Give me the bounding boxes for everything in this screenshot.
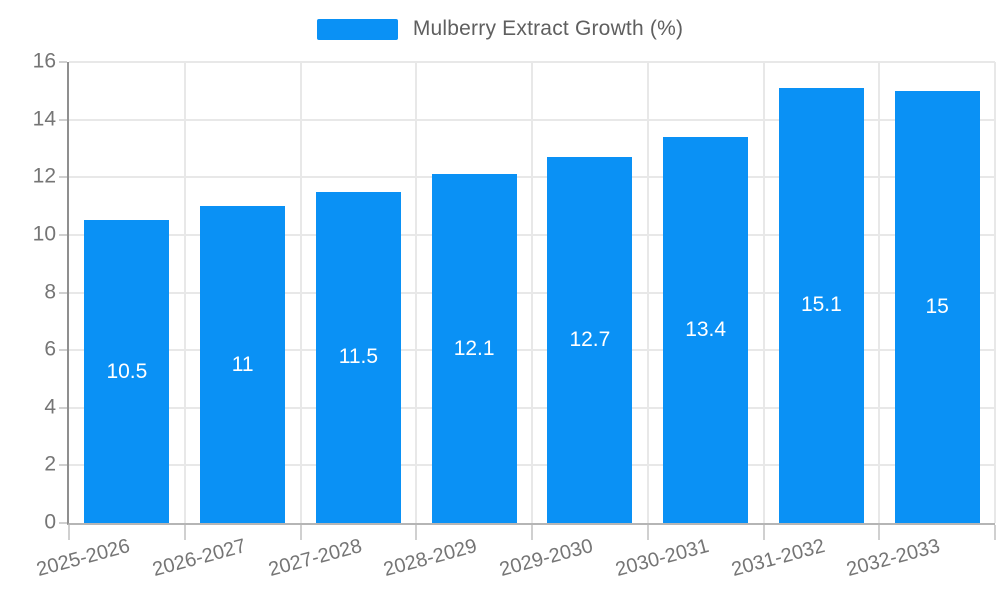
x-tick-mark — [994, 525, 996, 540]
y-axis-tick-label: 10 — [32, 222, 56, 246]
v-gridline — [531, 62, 533, 523]
x-tick-mark — [299, 525, 302, 540]
x-axis-tick-label: 2025-2026 — [34, 535, 133, 582]
bar-value-label: 15 — [925, 294, 949, 318]
bar-value-label: 11.5 — [338, 345, 379, 369]
y-axis-tick-label: 6 — [44, 337, 56, 361]
legend[interactable]: Mulberry Extract Growth (%) — [0, 17, 1000, 41]
x-tick-mark — [183, 525, 186, 540]
v-gridline — [762, 62, 765, 523]
v-gridline — [299, 62, 302, 523]
x-axis-tick-label: 2026-2027 — [150, 535, 249, 582]
bar-value-label: 12.1 — [453, 336, 495, 360]
y-tick-mark — [59, 118, 67, 121]
y-tick-mark — [59, 233, 67, 236]
bar[interactable]: 11.5 — [315, 191, 401, 523]
y-tick-mark — [59, 522, 67, 524]
v-gridline — [994, 62, 996, 523]
y-axis-tick-label: 2 — [44, 452, 56, 476]
x-axis-tick-label: 2028-2029 — [381, 535, 480, 582]
y-axis-tick-label: 12 — [32, 164, 56, 188]
bar[interactable]: 12.7 — [547, 157, 633, 523]
x-axis-tick-label: 2031-2032 — [728, 535, 828, 582]
y-axis-tick-label: 16 — [32, 49, 56, 73]
v-gridline — [183, 62, 186, 523]
bar[interactable]: 10.5 — [84, 220, 170, 523]
x-axis-tick-label: 2030-2031 — [613, 535, 712, 582]
y-axis-tick-label: 14 — [32, 107, 56, 131]
y-axis-tick-label: 0 — [44, 510, 56, 534]
bar[interactable]: 15.1 — [778, 87, 864, 523]
x-axis-tick-label: 2027-2028 — [265, 535, 365, 582]
y-axis-tick-label: 4 — [44, 395, 56, 419]
legend-swatch-icon — [316, 18, 398, 40]
plot-area: 0 2 4 6 8 10 12 14 16 10.5 2025-2026 11 2026-2027 11.… — [33, 50, 996, 581]
v-gridline — [415, 62, 418, 523]
legend-label: Mulberry Extract Growth (%) — [412, 17, 684, 40]
y-tick-mark — [59, 464, 67, 467]
y-tick-mark — [59, 406, 67, 409]
y-tick-mark — [59, 349, 67, 352]
x-tick-mark — [68, 525, 70, 540]
y-tick-mark — [59, 291, 67, 294]
bar-value-label: 12.7 — [569, 328, 611, 352]
x-tick-mark — [878, 525, 881, 540]
bar[interactable]: 12.1 — [431, 174, 517, 523]
x-tick-mark — [762, 525, 765, 540]
v-gridline — [646, 62, 649, 523]
x-axis-tick-label: 2029-2030 — [497, 535, 596, 582]
x-tick-mark — [415, 525, 418, 540]
x-axis-tick-label: 2032-2033 — [844, 535, 943, 582]
y-tick-mark — [59, 61, 67, 63]
bar-value-label: 11 — [231, 352, 254, 376]
bar-value-label: 10.5 — [106, 359, 148, 383]
bar[interactable]: 13.4 — [663, 136, 749, 523]
y-axis-tick-label: 8 — [44, 280, 56, 304]
y-tick-mark — [59, 176, 67, 179]
bar[interactable]: 15 — [894, 90, 980, 523]
v-gridline — [878, 62, 881, 523]
x-tick-mark — [531, 525, 533, 540]
bar[interactable]: 11 — [200, 206, 286, 523]
bar-value-label: 15.1 — [800, 293, 842, 317]
bar-value-label: 13.4 — [685, 317, 727, 341]
x-tick-mark — [646, 525, 649, 540]
